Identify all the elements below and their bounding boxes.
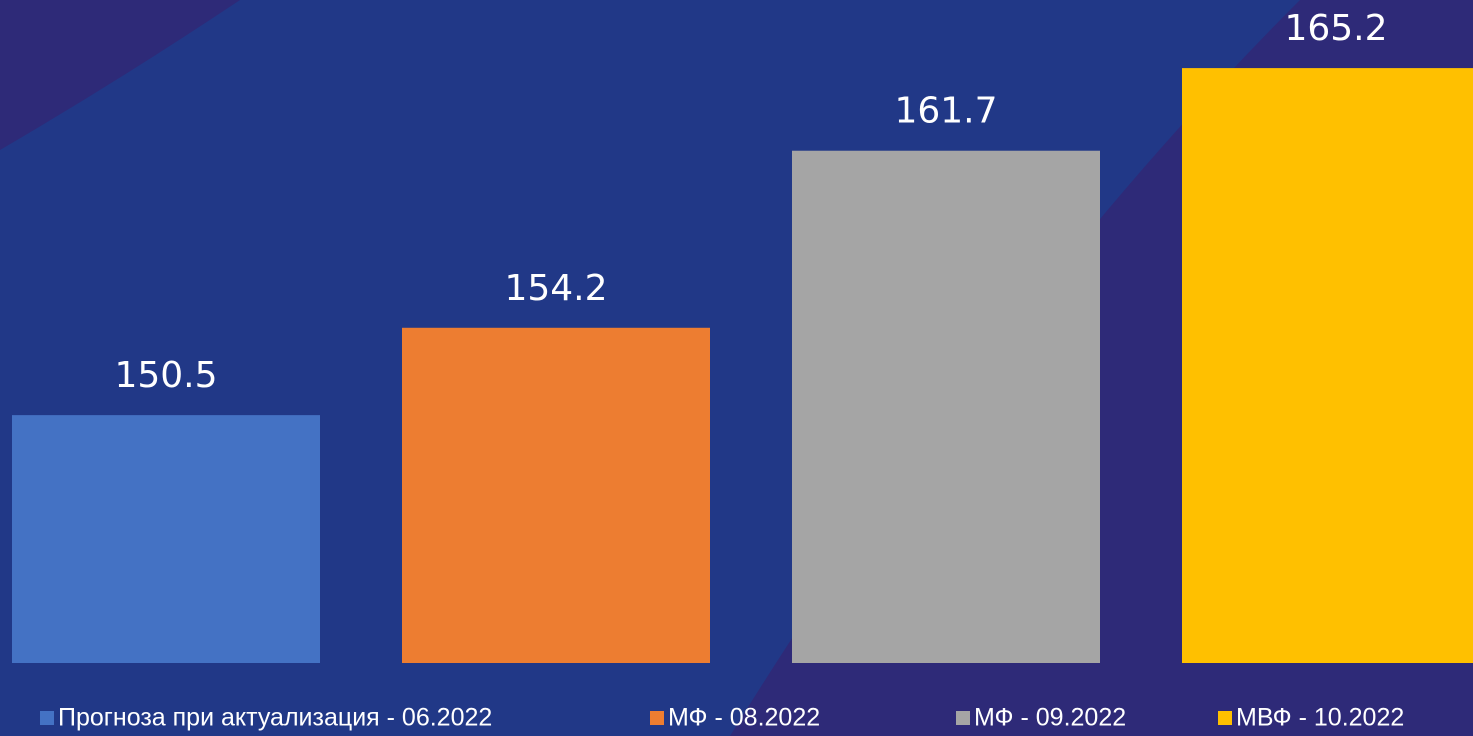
decor-shape: [0, 0, 240, 150]
data-label: 165.2: [1284, 8, 1387, 49]
legend-swatch: [1218, 711, 1232, 725]
legend-swatch: [650, 711, 664, 725]
bar: [1182, 68, 1473, 664]
bar: [402, 327, 710, 663]
plot-area: 150.5 154.2 161.7 165.2: [12, 8, 1473, 664]
bar: [12, 415, 320, 663]
legend-label: МФ - 09.2022: [974, 704, 1126, 732]
legend-label: Прогноза при актуализация - 06.2022: [58, 704, 492, 732]
legend-swatch: [40, 711, 54, 725]
legend-label: МФ - 08.2022: [668, 704, 820, 732]
legend-label: МВФ - 10.2022: [1236, 704, 1404, 732]
data-label: 154.2: [504, 268, 607, 309]
legend-swatch: [956, 711, 970, 725]
bar: [792, 150, 1100, 664]
legend: Прогноза при актуализация - 06.2022 МФ - …: [40, 704, 1404, 732]
data-label: 161.7: [894, 91, 997, 132]
data-label: 150.5: [114, 355, 217, 396]
